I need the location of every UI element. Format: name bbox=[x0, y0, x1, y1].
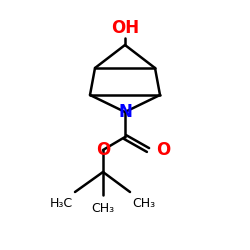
Text: CH₃: CH₃ bbox=[132, 197, 155, 210]
Text: CH₃: CH₃ bbox=[92, 202, 114, 215]
Text: H₃C: H₃C bbox=[50, 197, 73, 210]
Text: N: N bbox=[118, 103, 132, 121]
Text: O: O bbox=[96, 141, 110, 159]
Text: OH: OH bbox=[111, 19, 139, 37]
Text: O: O bbox=[156, 141, 170, 159]
